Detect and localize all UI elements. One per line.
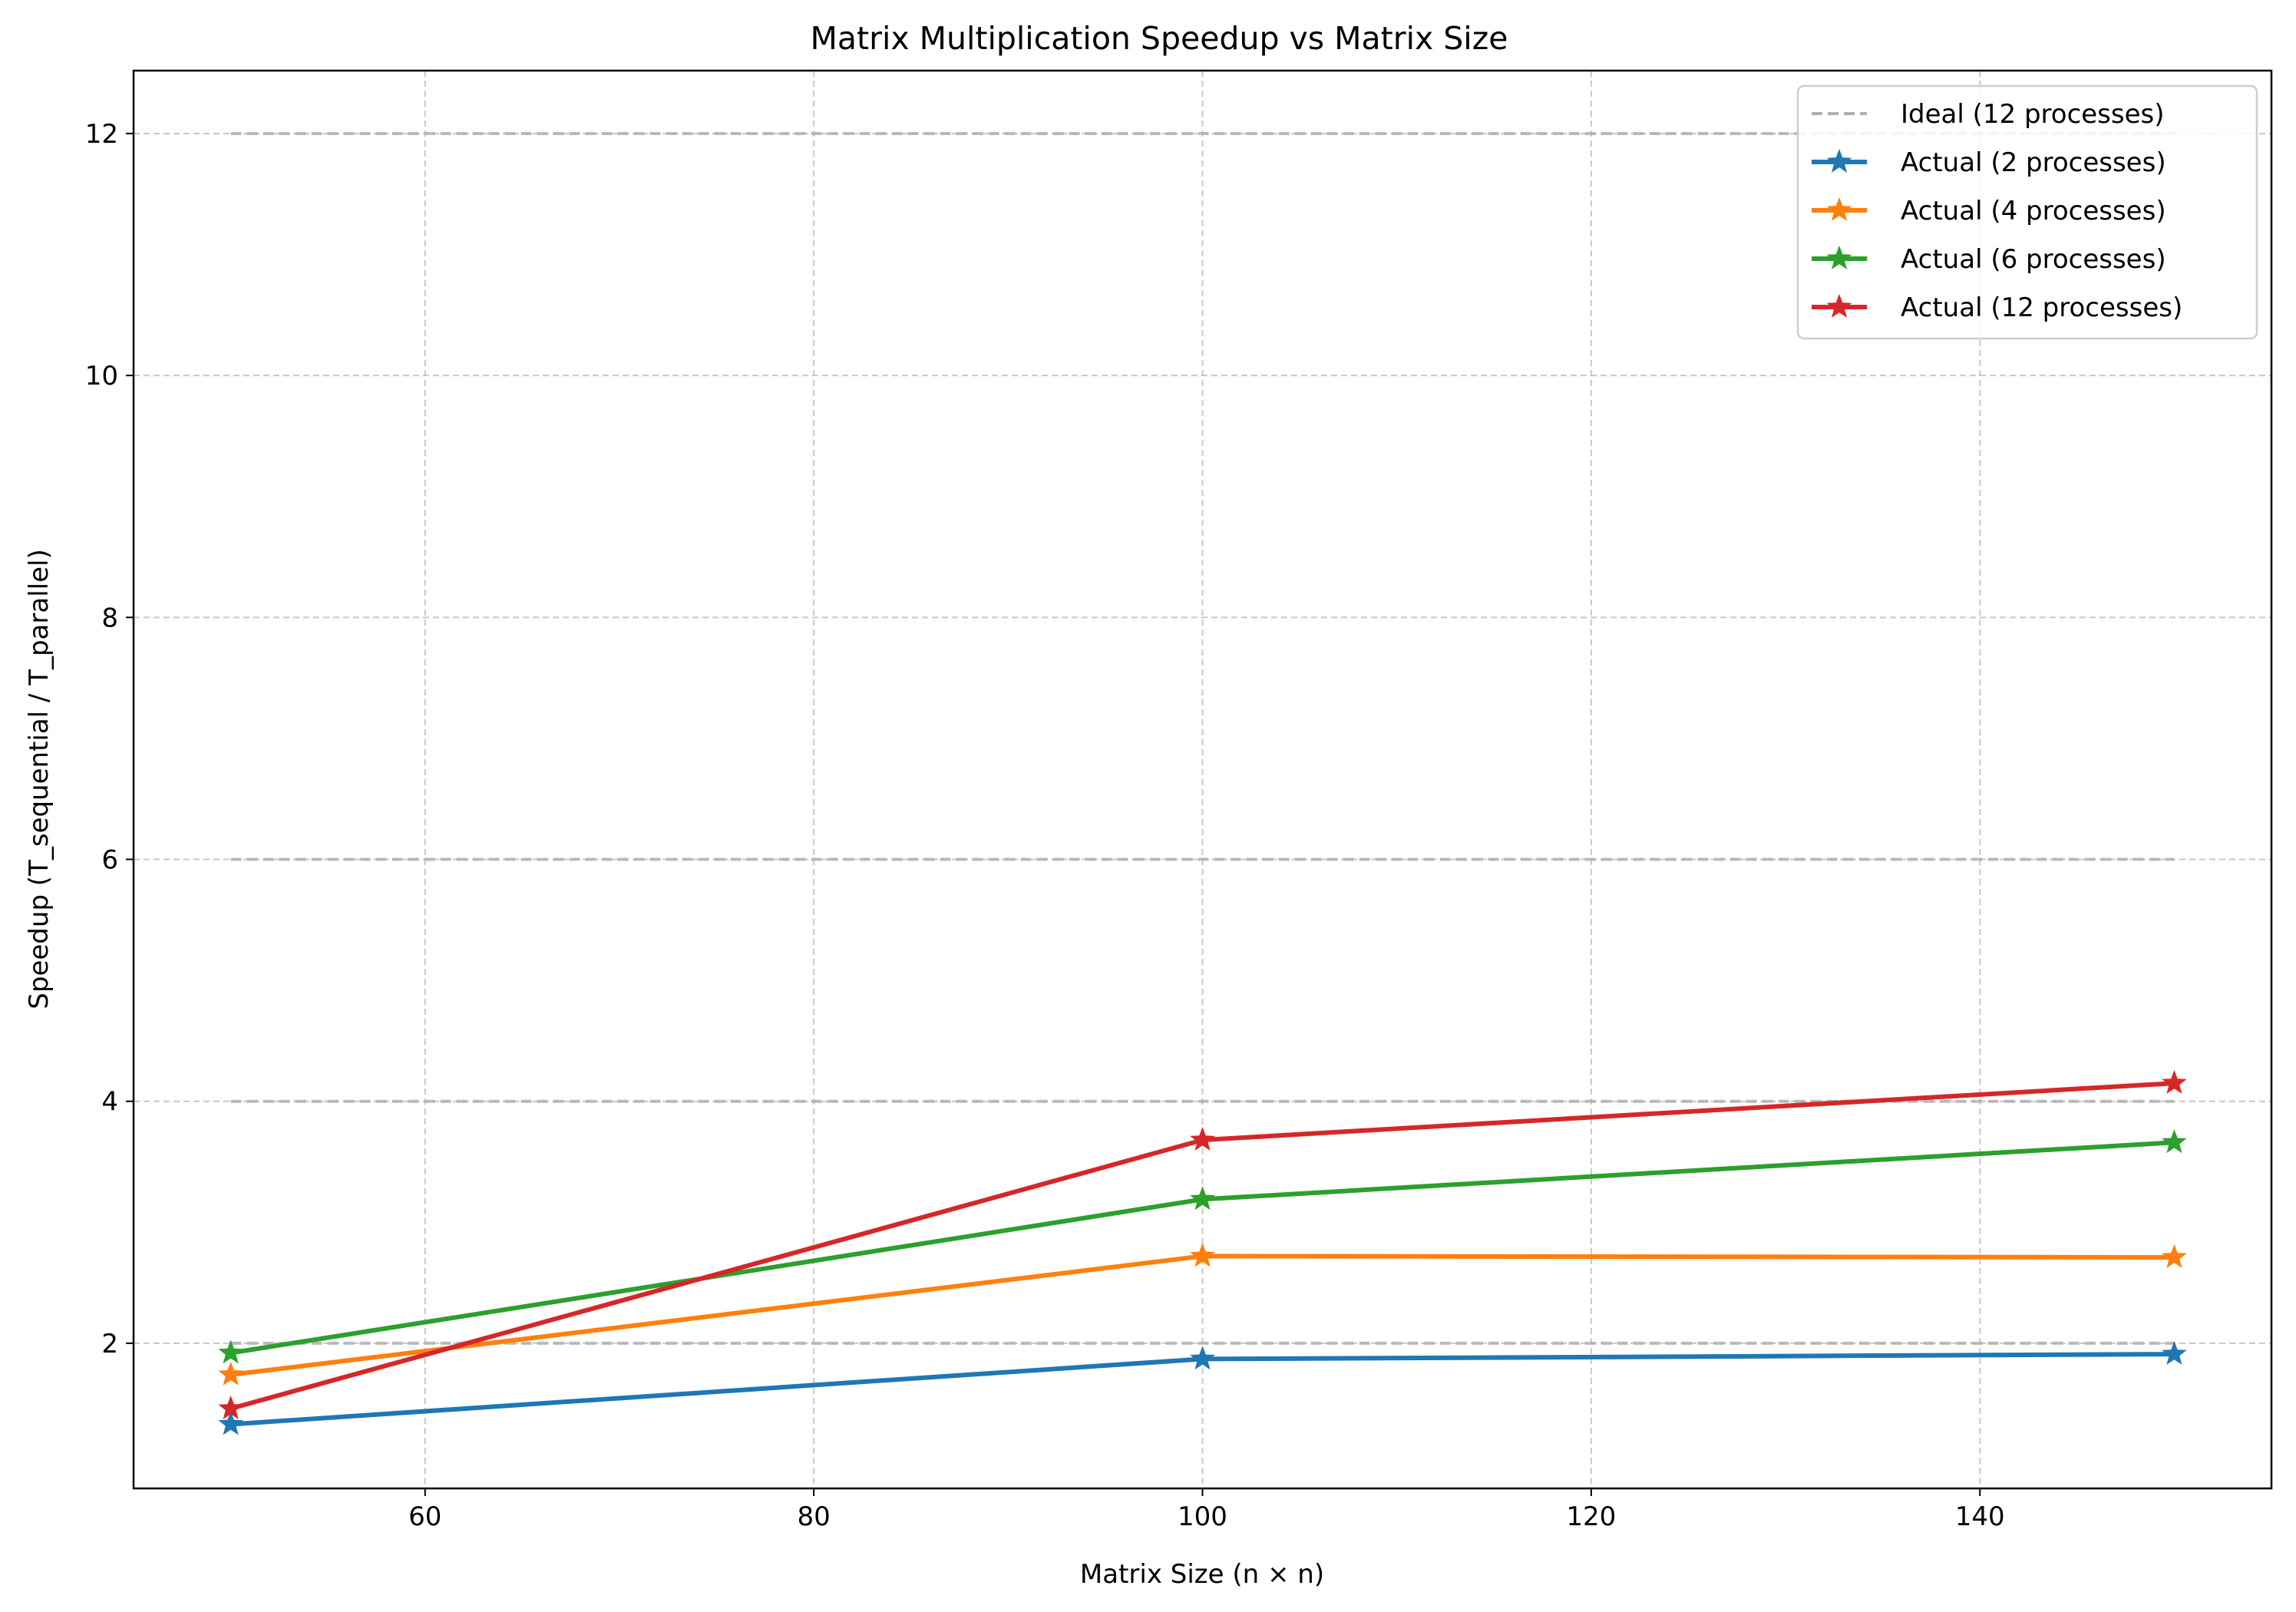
data-point-marker — [218, 1411, 243, 1435]
legend-label: Actual (12 processes) — [1901, 292, 2182, 323]
legend-swatch-marker — [1826, 148, 1852, 173]
series-1 — [218, 1340, 2187, 1435]
legend-label: Actual (2 processes) — [1901, 147, 2166, 178]
legend-entry: Actual (6 processes) — [1812, 244, 2166, 275]
legend-swatch-marker — [1826, 245, 1852, 269]
y-tick-label: 2 — [101, 1329, 118, 1359]
legend-label: Actual (6 processes) — [1901, 244, 2166, 275]
y-axis-label: Speedup (T_sequential / T_parallel) — [24, 549, 55, 1009]
legend-entry: Actual (2 processes) — [1812, 147, 2166, 178]
series-lines — [218, 1069, 2187, 1435]
data-point-marker — [1190, 1186, 1215, 1211]
chart-title: Matrix Multiplication Speedup vs Matrix … — [811, 20, 1508, 57]
series-4 — [218, 1069, 2187, 1419]
legend-label: Actual (4 processes) — [1901, 196, 2166, 226]
data-point-marker — [1190, 1126, 1215, 1151]
data-point-marker — [218, 1361, 243, 1386]
x-tick-label: 100 — [1178, 1501, 1227, 1532]
data-point-marker — [2162, 1129, 2187, 1154]
data-point-marker — [2162, 1340, 2187, 1365]
legend-label: Ideal (12 processes) — [1901, 99, 2165, 130]
data-point-marker — [1190, 1243, 1215, 1267]
legend-box — [1796, 84, 2258, 340]
y-tick-label: 6 — [101, 845, 118, 876]
legend: Ideal (12 processes) Actual (2 processes)… — [1796, 84, 2258, 340]
data-point-marker — [2162, 1244, 2187, 1268]
x-tick-label: 80 — [798, 1501, 831, 1532]
x-tick-label: 120 — [1566, 1501, 1616, 1532]
data-point-marker — [2162, 1069, 2187, 1094]
y-axis-ticks: 2 4 6 8 10 12 — [85, 119, 134, 1359]
legend-entry: Ideal (12 processes) — [1812, 99, 2165, 130]
x-axis-ticks: 60 80 100 120 140 — [408, 1488, 2005, 1532]
data-point-marker — [218, 1395, 243, 1419]
x-tick-label: 60 — [408, 1501, 441, 1532]
legend-entry: Actual (12 processes) — [1812, 292, 2182, 323]
data-point-marker — [218, 1339, 243, 1364]
x-axis-label: Matrix Size (n × n) — [1080, 1559, 1324, 1590]
data-point-marker — [1190, 1346, 1215, 1370]
y-tick-label: 4 — [101, 1087, 118, 1118]
legend-swatch-marker — [1826, 197, 1852, 221]
series-3 — [218, 1129, 2187, 1364]
x-tick-label: 140 — [1955, 1501, 2005, 1532]
series-2 — [218, 1243, 2187, 1386]
legend-swatch-marker — [1826, 293, 1852, 318]
y-tick-label: 10 — [85, 361, 118, 391]
y-tick-label: 12 — [85, 119, 118, 150]
y-tick-label: 8 — [101, 603, 118, 633]
legend-entry: Actual (4 processes) — [1812, 196, 2166, 226]
